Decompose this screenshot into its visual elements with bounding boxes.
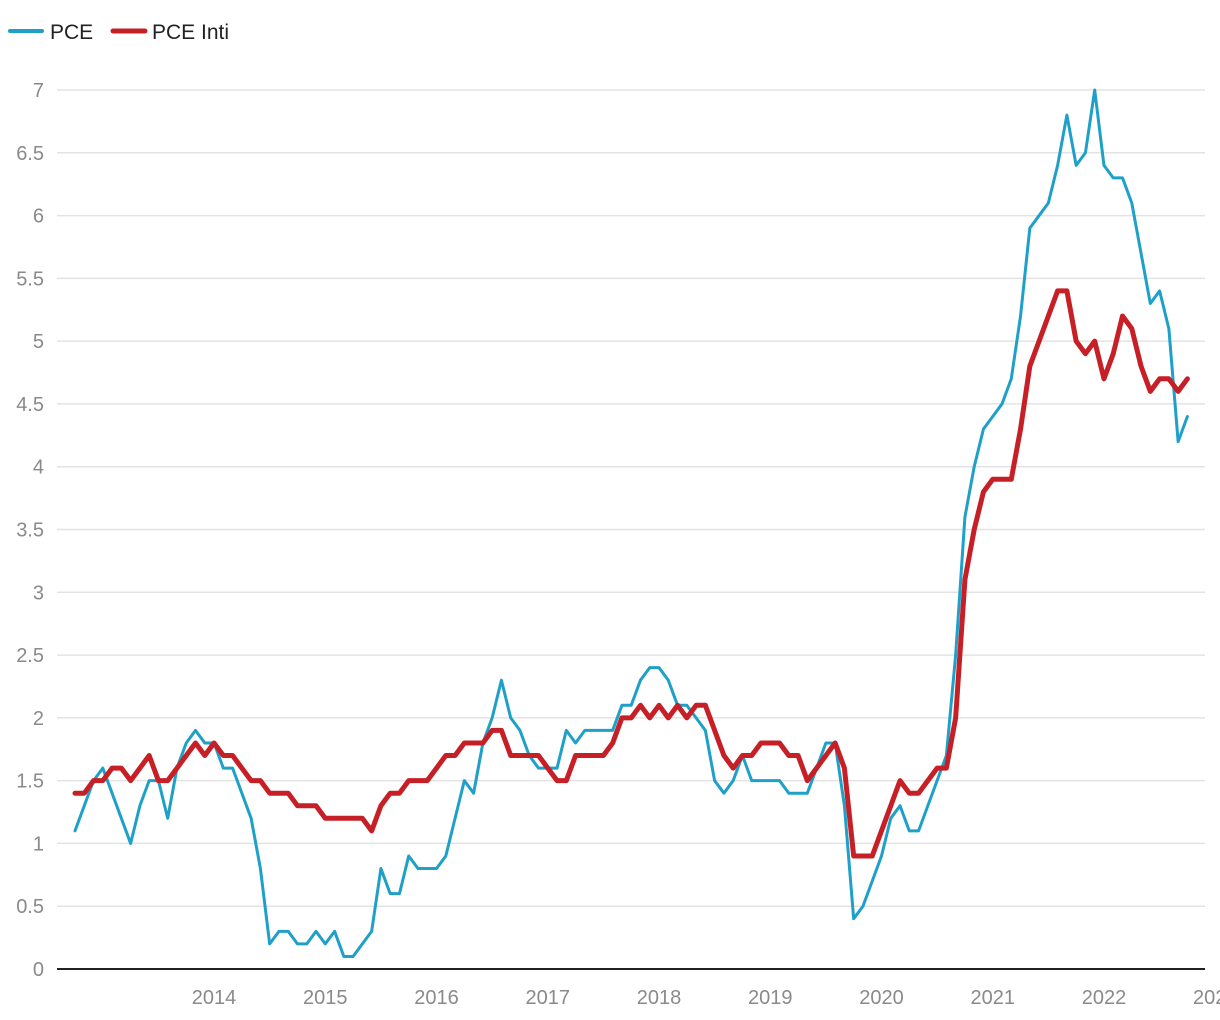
y-axis-labels: 0 0.5 1 1.5 2 2.5 3 3.5 4 4.5 5 5.5 6 6.5 7 bbox=[16, 80, 44, 981]
y-tick-label: 4 bbox=[33, 457, 44, 479]
x-tick-label: 2016 bbox=[414, 987, 459, 1009]
y-tick-label: 4.5 bbox=[16, 394, 44, 416]
y-tick-label: 3.5 bbox=[16, 520, 44, 542]
y-tick-label: 6 bbox=[33, 206, 44, 228]
x-tick-label: 2015 bbox=[303, 987, 348, 1009]
y-tick-label: 2.5 bbox=[16, 645, 44, 667]
x-axis-labels: 2014 2015 2016 2017 2018 2019 2020 2021 2022 2023 bbox=[192, 987, 1220, 1009]
x-tick-label: 2019 bbox=[748, 987, 793, 1009]
y-tick-label: 5.5 bbox=[16, 268, 44, 290]
x-tick-label: 2020 bbox=[859, 987, 904, 1009]
y-tick-label: 1 bbox=[33, 833, 44, 855]
x-tick-label: 2014 bbox=[192, 987, 237, 1009]
legend-label-pce-inti: PCE Inti bbox=[152, 21, 229, 44]
series-lines bbox=[72, 88, 1190, 958]
x-tick-label: 2017 bbox=[526, 987, 571, 1009]
y-tick-label: 0 bbox=[33, 959, 44, 981]
x-tick-label: 2023 bbox=[1193, 987, 1220, 1009]
y-tick-label: 2 bbox=[33, 708, 44, 730]
legend: PCE PCE Inti bbox=[8, 21, 229, 44]
x-tick-label: 2018 bbox=[637, 987, 682, 1009]
y-tick-label: 7 bbox=[33, 80, 44, 102]
y-tick-label: 3 bbox=[33, 582, 44, 604]
x-tick-label: 2021 bbox=[970, 987, 1015, 1009]
series-line-pce bbox=[73, 88, 1189, 958]
series-line-pce-inti bbox=[72, 288, 1190, 859]
y-tick-label: 6.5 bbox=[16, 143, 44, 165]
gridlines bbox=[57, 89, 1205, 907]
y-tick-label: 0.5 bbox=[16, 896, 44, 918]
y-tick-label: 5 bbox=[33, 331, 44, 353]
x-tick-label: 2022 bbox=[1082, 987, 1127, 1009]
y-tick-label: 1.5 bbox=[16, 771, 44, 793]
legend-label-pce: PCE bbox=[50, 21, 93, 44]
